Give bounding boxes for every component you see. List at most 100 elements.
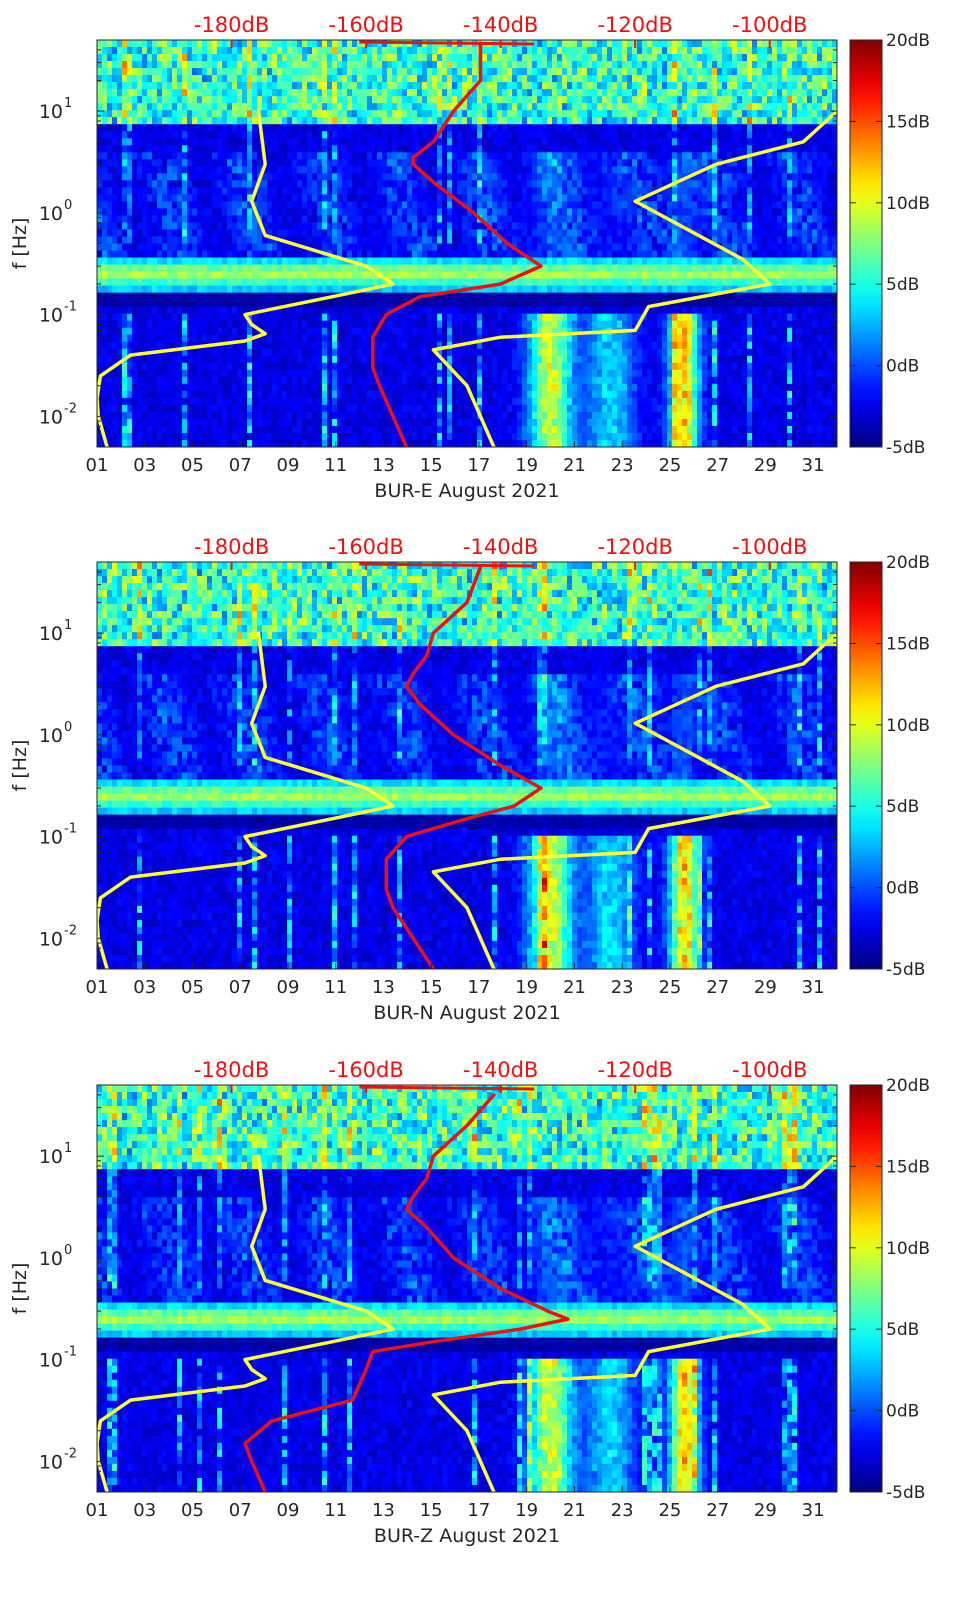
spectrogram-cell — [102, 390, 108, 399]
spectrogram-cell — [367, 418, 373, 427]
spectrogram-cell — [442, 180, 448, 188]
spectrogram-cell — [357, 432, 363, 441]
spectrogram-cell — [342, 215, 348, 224]
spectrogram-cell — [272, 236, 278, 245]
spectrogram-cell — [347, 103, 353, 111]
spectrogram-cell — [397, 341, 403, 350]
spectrogram-cell — [517, 110, 523, 118]
spectrogram-cell — [277, 397, 283, 406]
spectrogram-cell — [112, 320, 118, 329]
spectrogram-cell — [437, 222, 443, 231]
spectrogram-cell — [367, 54, 373, 62]
spectrogram-cell — [332, 334, 338, 343]
spectrogram-cell — [152, 425, 158, 434]
spectrogram-cell — [357, 362, 363, 371]
spectrogram-cell — [157, 201, 163, 210]
spectrogram-cell — [237, 250, 243, 259]
spectrogram-cell — [282, 425, 288, 434]
spectrogram-cell — [142, 152, 148, 160]
spectrogram-cell — [142, 124, 148, 132]
spectrogram-cell — [367, 215, 373, 224]
spectrogram-cell — [292, 173, 298, 181]
spectrogram-cell — [402, 201, 408, 210]
spectrogram-cell — [282, 306, 288, 315]
spectrogram-cell — [412, 320, 418, 329]
spectrogram-cell — [407, 243, 413, 252]
spectrogram-cell — [247, 278, 253, 287]
spectrogram-cell — [122, 390, 128, 399]
spectrogram-cell — [402, 418, 408, 427]
spectrogram-cell — [107, 75, 113, 83]
spectrogram-cell — [447, 264, 453, 273]
spectrogram-cell — [277, 61, 283, 69]
spectrogram-cell — [212, 334, 218, 343]
spectrogram-cell — [517, 201, 523, 210]
spectrogram-cell — [527, 68, 533, 76]
spectrogram-cell — [272, 397, 278, 406]
spectrogram-cell — [172, 124, 178, 132]
spectrogram-cell — [222, 257, 228, 266]
spectrogram-cell — [387, 439, 393, 447]
spectrogram-cell — [322, 264, 328, 273]
spectrogram-cell — [337, 285, 343, 294]
spectrogram-cell — [297, 61, 303, 69]
spectrogram-cell — [182, 369, 188, 378]
spectrogram-cell — [287, 383, 293, 392]
spectrogram-cell — [277, 103, 283, 111]
spectrogram-cell — [412, 222, 418, 231]
spectrogram-cell — [472, 124, 478, 132]
spectrogram-cell — [457, 299, 463, 308]
spectrogram-cell — [427, 187, 433, 195]
spectrogram-cell — [272, 369, 278, 378]
spectrogram-cell — [152, 201, 158, 210]
spectrogram-cell — [472, 180, 478, 188]
spectrogram-cell — [527, 54, 533, 62]
spectrogram-cell — [292, 439, 298, 447]
spectrogram-cell — [452, 285, 458, 294]
spectrogram-cell — [167, 320, 173, 329]
spectrogram-cell — [392, 222, 398, 231]
spectrogram-cell — [172, 439, 178, 447]
spectrogram-cell — [152, 138, 158, 146]
spectrogram-cell — [172, 348, 178, 357]
spectrogram-cell — [122, 89, 128, 97]
spectrogram-cell — [467, 208, 473, 217]
spectrogram-cell — [122, 320, 128, 329]
spectrogram-cell — [322, 229, 328, 238]
spectrogram-cell — [487, 180, 493, 188]
spectrogram-cell — [232, 229, 238, 238]
spectrogram-cell — [442, 404, 448, 413]
spectrogram-cell — [482, 201, 488, 210]
spectrogram-cell — [102, 320, 108, 329]
spectrogram-cell — [167, 313, 173, 322]
spectrogram-cell — [187, 68, 193, 76]
spectrogram-cell — [277, 362, 283, 371]
spectrogram-cell — [457, 47, 463, 55]
spectrogram-cell — [292, 54, 298, 62]
spectrogram-cell — [412, 264, 418, 273]
spectrogram-cell — [442, 348, 448, 357]
spectrogram-cell — [517, 278, 523, 287]
spectrogram-cell — [172, 257, 178, 266]
spectrogram-cell — [227, 82, 233, 90]
spectrogram-cell — [332, 236, 338, 245]
spectrogram-cell — [372, 418, 378, 427]
spectrogram-cell — [517, 138, 523, 146]
spectrogram-cell — [97, 299, 103, 308]
spectrogram-cell — [352, 208, 358, 217]
spectrogram-cell — [257, 278, 263, 287]
spectrogram-cell — [337, 313, 343, 322]
spectrogram-cell — [347, 75, 353, 83]
spectrogram-cell — [362, 47, 368, 55]
spectrogram-cell — [132, 334, 138, 343]
spectrogram-cell — [352, 425, 358, 434]
spectrogram-cell — [337, 75, 343, 83]
spectrogram-cell — [227, 362, 233, 371]
spectrogram-cell — [277, 152, 283, 160]
spectrogram-cell — [392, 103, 398, 111]
spectrogram-cell — [227, 327, 233, 336]
spectrogram-cell — [487, 439, 493, 447]
spectrogram-cell — [362, 201, 368, 210]
spectrogram-cell — [422, 124, 428, 132]
spectrogram-cell — [257, 292, 263, 301]
